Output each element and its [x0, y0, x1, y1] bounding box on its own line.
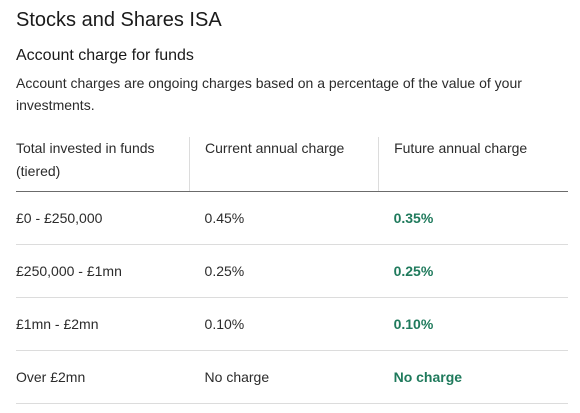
current-charge-cell: 0.25%: [189, 244, 379, 298]
table-row: £1mn - £2mn 0.10% 0.10%: [16, 297, 568, 351]
current-charge-cell: 0.45%: [189, 191, 379, 245]
section-title: Account charge for funds: [16, 47, 194, 64]
table-header: Total invested in funds (tiered) Current…: [16, 137, 568, 192]
page-title: Stocks and Shares ISA: [16, 9, 222, 31]
table-row: £250,000 - £1mn 0.25% 0.25%: [16, 244, 568, 298]
table-row: £0 - £250,000 0.45% 0.35%: [16, 191, 568, 245]
table-header-row: Total invested in funds (tiered) Current…: [16, 137, 568, 192]
header-total-invested: Total invested in funds (tiered): [16, 137, 190, 192]
header-future-annual-charge: Future annual charge: [378, 137, 568, 192]
tier-cell: £1mn - £2mn: [16, 297, 190, 351]
tier-cell: Over £2mn: [16, 350, 190, 404]
current-charge-cell: No charge: [189, 350, 379, 404]
future-charge-cell: 0.10%: [378, 297, 568, 351]
header-current-annual-charge: Current annual charge: [189, 137, 379, 192]
tier-cell: £250,000 - £1mn: [16, 244, 190, 298]
future-charge-cell: No charge: [378, 350, 568, 404]
future-charge-cell: 0.35%: [378, 191, 568, 245]
future-charge-cell: 0.25%: [378, 244, 568, 298]
table-body: £0 - £250,000 0.45% 0.35% £250,000 - £1m…: [16, 191, 568, 404]
account-charge-table: Total invested in funds (tiered) Current…: [16, 137, 568, 404]
table-row: Over £2mn No charge No charge: [16, 350, 568, 404]
current-charge-cell: 0.10%: [189, 297, 379, 351]
section-description: Account charges are ongoing charges base…: [16, 75, 522, 113]
tier-cell: £0 - £250,000: [16, 191, 190, 245]
